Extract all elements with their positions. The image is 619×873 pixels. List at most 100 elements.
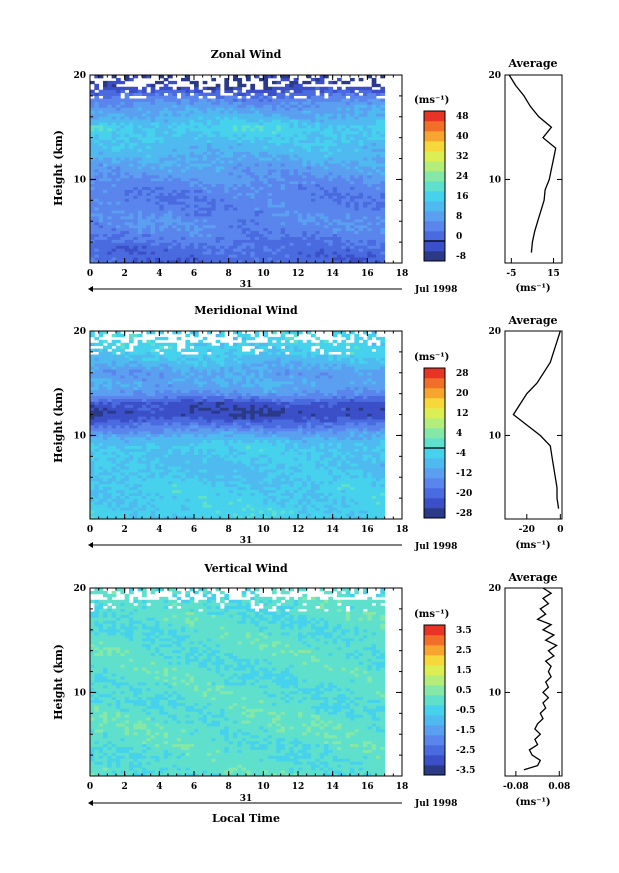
heatmap-cell <box>332 227 338 232</box>
heatmap-cell <box>367 174 373 179</box>
heatmap-cell <box>311 216 316 220</box>
heatmap-cell <box>345 166 351 170</box>
heatmap-cell <box>367 183 373 188</box>
heatmap-cell <box>367 260 373 263</box>
heatmap-cell <box>90 516 95 519</box>
heatmap-cell <box>98 216 104 220</box>
heatmap-cell <box>168 169 173 173</box>
heatmap-cell <box>363 201 368 205</box>
heatmap-cell <box>107 216 113 220</box>
heatmap-cell <box>280 136 286 141</box>
heatmap-cell <box>315 133 321 138</box>
heatmap-cell <box>237 86 243 91</box>
heatmap-cell <box>116 516 121 519</box>
heatmap-cell <box>332 136 338 141</box>
heatmap-cell <box>207 186 212 190</box>
heatmap-cell <box>311 495 316 499</box>
heatmap-cell <box>146 133 152 138</box>
heatmap-cell <box>172 218 178 223</box>
heatmap-cell <box>202 119 208 123</box>
heatmap-cell <box>302 236 308 240</box>
heatmap-cell <box>142 189 147 193</box>
heatmap-cell <box>155 254 160 258</box>
heatmap-cell <box>293 207 299 211</box>
heatmap-cell <box>250 183 256 188</box>
heatmap-cell <box>280 260 286 263</box>
heatmap-cell <box>302 254 308 258</box>
average-y-tick-label: 10 <box>488 175 501 185</box>
heatmap-cell <box>263 133 269 138</box>
heatmap-cell <box>367 513 373 517</box>
heatmap-cell <box>198 142 204 146</box>
heatmap-cell <box>328 151 334 155</box>
heatmap-cell <box>332 127 338 132</box>
heatmap-cell <box>124 177 130 182</box>
heatmap-cell <box>237 516 243 519</box>
heatmap-cell <box>302 207 308 211</box>
heatmap-cell <box>137 145 143 149</box>
heatmap-cell <box>129 221 134 226</box>
colorbar-tick-label: 0 <box>456 232 462 242</box>
heatmap-cell <box>293 80 299 85</box>
heatmap-cell <box>129 239 134 243</box>
heatmap-cell <box>354 239 360 243</box>
heatmap-cell <box>246 124 251 129</box>
average-profile-line <box>508 74 557 253</box>
heatmap-cell <box>371 224 377 229</box>
heatmap-cell <box>380 116 386 120</box>
heatmap-cell <box>90 260 95 263</box>
heatmap-cell <box>324 166 329 170</box>
heatmap-cell <box>315 130 321 135</box>
heatmap-cell <box>332 180 338 185</box>
heatmap-cell <box>315 198 321 202</box>
heatmap-cell <box>293 157 299 161</box>
heatmap-cell <box>90 98 95 102</box>
heatmap-cell <box>98 260 104 263</box>
heatmap-cell <box>298 504 303 508</box>
heatmap-cell <box>146 119 152 123</box>
heatmap-cell <box>285 174 290 179</box>
heatmap-cell <box>293 224 299 229</box>
heatmap-cell <box>289 495 295 499</box>
heatmap-cell <box>233 166 238 170</box>
heatmap-cell <box>241 207 247 211</box>
heatmap-cell <box>319 133 325 138</box>
heatmap-cell <box>189 242 195 246</box>
heatmap-cell <box>306 516 312 519</box>
colorbar-tick-label: 48 <box>456 112 469 122</box>
heatmap-cell <box>237 236 243 240</box>
heatmap-cell <box>168 136 173 141</box>
heatmap-cell <box>103 80 108 85</box>
heatmap-cell <box>202 204 208 208</box>
heatmap-cell <box>202 207 208 211</box>
heatmap-cell <box>371 207 377 211</box>
heatmap-cell <box>111 218 117 223</box>
heatmap-cell <box>137 157 143 161</box>
heatmap-cell <box>194 201 199 205</box>
heatmap-cell <box>94 495 100 499</box>
heatmap-cell <box>371 107 377 111</box>
heatmap-cell <box>298 213 303 217</box>
heatmap-cell <box>363 86 368 91</box>
heatmap-cell <box>371 248 377 252</box>
heatmap-cell <box>259 166 264 170</box>
heatmap-cell <box>146 489 152 493</box>
heatmap-cell <box>129 251 134 255</box>
heatmap-cell <box>380 130 386 135</box>
heatmap-cell <box>155 510 160 514</box>
heatmap-cell <box>189 154 195 158</box>
heatmap-cell <box>111 163 117 167</box>
heatmap-cell <box>150 210 156 214</box>
heatmap-cell <box>133 136 139 141</box>
heatmap-cell <box>246 119 251 123</box>
heatmap-cell <box>306 213 312 217</box>
heatmap-cell <box>228 107 234 111</box>
heatmap-cell <box>341 110 347 114</box>
heatmap-cell <box>159 92 165 96</box>
heatmap-cell <box>337 116 342 120</box>
heatmap-cell <box>259 174 264 179</box>
heatmap-cell <box>189 104 195 108</box>
heatmap-cell <box>155 204 160 208</box>
heatmap-cell <box>207 157 212 161</box>
heatmap-cell <box>133 145 139 149</box>
